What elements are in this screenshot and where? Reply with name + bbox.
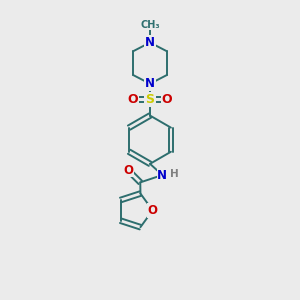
Text: N: N [158,169,167,182]
Text: O: O [148,204,158,217]
Text: O: O [128,93,138,106]
Text: O: O [162,93,172,106]
Text: H: H [170,169,179,179]
Text: S: S [146,93,154,106]
Text: N: N [145,36,155,49]
Text: CH₃: CH₃ [140,20,160,30]
Text: N: N [145,77,155,90]
Text: O: O [123,164,133,176]
